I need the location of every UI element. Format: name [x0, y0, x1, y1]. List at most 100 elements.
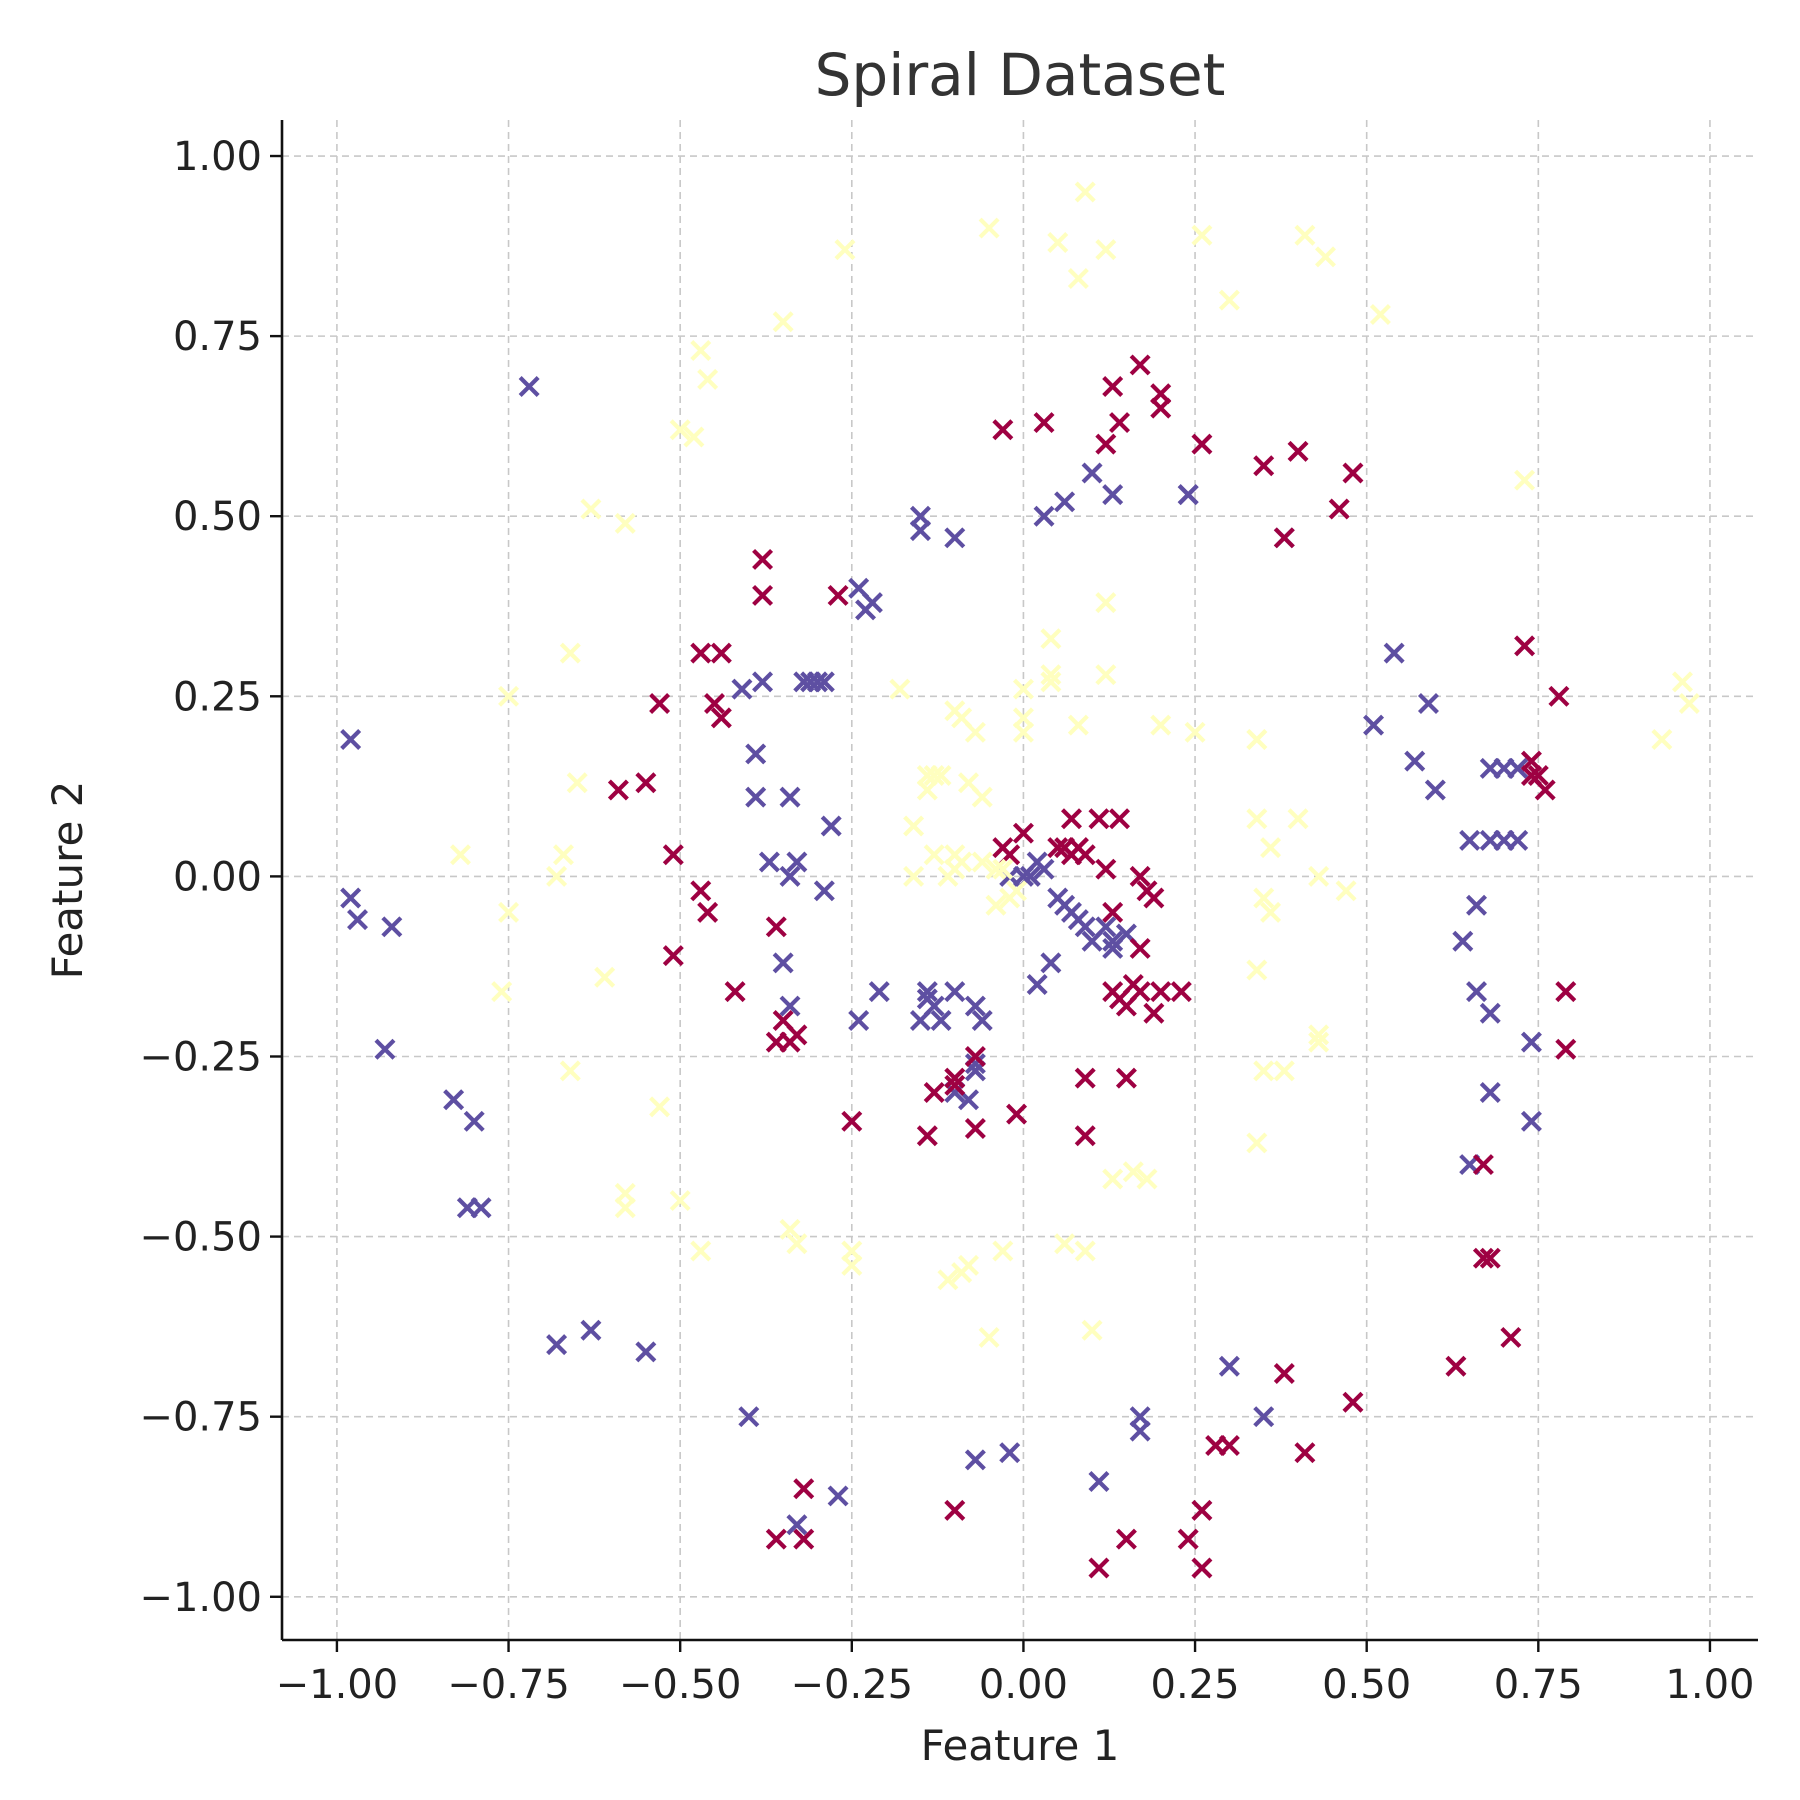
data-point [786, 1233, 808, 1255]
data-point [765, 916, 787, 938]
data-point [1315, 246, 1336, 268]
data-point [1074, 1067, 1096, 1089]
data-point [793, 1528, 815, 1550]
data-point [1074, 916, 1096, 938]
data-point [1102, 484, 1124, 506]
data-point [1342, 462, 1364, 484]
x-tick-label: 0.00 [979, 1662, 1068, 1708]
x-tick-label: −0.50 [619, 1662, 742, 1708]
data-point [971, 1009, 993, 1031]
data-point [951, 851, 973, 873]
data-point [1040, 628, 1062, 650]
data-point [1424, 779, 1446, 801]
data-point [1328, 498, 1350, 520]
data-point [1246, 729, 1268, 751]
data-point [1253, 1060, 1275, 1082]
data-point [710, 707, 732, 729]
data-point [340, 729, 362, 751]
data-point [1260, 837, 1282, 859]
data-point [1129, 354, 1151, 376]
data-point [690, 340, 712, 362]
data-point [923, 765, 945, 787]
data-point [916, 981, 938, 1003]
data-point [1555, 1038, 1577, 1060]
data-point [450, 844, 471, 866]
data-point [786, 851, 808, 873]
data-point [1678, 693, 1700, 714]
x-tick-label: 0.25 [1151, 1662, 1240, 1708]
data-point [1520, 765, 1542, 787]
data-point [690, 642, 712, 664]
data-point [607, 779, 629, 801]
data-point [1294, 224, 1316, 246]
data-point [813, 671, 835, 693]
data-point [559, 642, 581, 664]
data-point [964, 1046, 986, 1067]
data-point [1417, 693, 1439, 714]
data-point [614, 512, 636, 534]
x-tick-label: −1.00 [276, 1662, 399, 1708]
data-point [1246, 959, 1268, 981]
y-tick-label: 1.00 [173, 134, 262, 180]
data-point [649, 1096, 671, 1118]
data-point [772, 311, 794, 333]
data-point [374, 1038, 396, 1060]
data-point [690, 880, 712, 902]
data-point [1507, 757, 1529, 779]
data-point [669, 1190, 691, 1212]
data-point [614, 1197, 636, 1219]
data-point [1012, 721, 1034, 743]
data-point [964, 1118, 986, 1140]
data-point [861, 592, 883, 614]
data-point [752, 548, 774, 570]
data-point [1095, 592, 1117, 614]
data-point [964, 995, 986, 1017]
data-point [1040, 952, 1062, 974]
data-point [1006, 880, 1028, 902]
data-point [1253, 887, 1275, 909]
data-point [1102, 930, 1124, 952]
data-point [704, 693, 725, 714]
data-point [1369, 304, 1391, 325]
data-point [1335, 880, 1357, 902]
data-point [999, 1442, 1021, 1464]
data-point [1115, 1067, 1137, 1089]
data-point [1088, 808, 1110, 830]
series-2 [450, 181, 1700, 1348]
data-point [1184, 721, 1206, 743]
data-point [992, 858, 1014, 880]
chart-title: Spiral Dataset [815, 41, 1226, 109]
data-point [1273, 527, 1295, 549]
data-point [964, 721, 986, 743]
data-point [347, 909, 369, 931]
grid-lines [282, 120, 1758, 1640]
data-point [559, 1060, 581, 1082]
data-point [1088, 1557, 1110, 1579]
data-point [463, 1110, 485, 1132]
data-point [779, 1218, 801, 1240]
data-point [1067, 714, 1089, 736]
data-point [1273, 1362, 1295, 1384]
data-point [813, 880, 835, 902]
tick-marks: −1.00 −0.75 −0.50 −0.25 0.00 0.25 0.50 0.75 1.00… [139, 134, 1754, 1708]
data-point [1074, 1240, 1096, 1262]
data-point [1088, 1471, 1110, 1493]
data-point [944, 527, 966, 549]
data-point [1061, 808, 1082, 830]
data-point [1170, 981, 1192, 1003]
data-point [1294, 1442, 1316, 1464]
y-tick-label: 0.75 [173, 314, 262, 360]
data-point [1047, 231, 1069, 253]
data-point [985, 858, 1007, 880]
data-point [841, 1110, 863, 1132]
data-point [978, 1326, 1000, 1348]
data-point [1253, 455, 1275, 477]
data-point [690, 1240, 712, 1262]
data-point [683, 426, 705, 448]
data-point [1191, 224, 1213, 246]
data-point [1287, 808, 1309, 830]
data-point [841, 1254, 863, 1276]
data-point [1143, 887, 1165, 909]
data-point [443, 1089, 465, 1111]
